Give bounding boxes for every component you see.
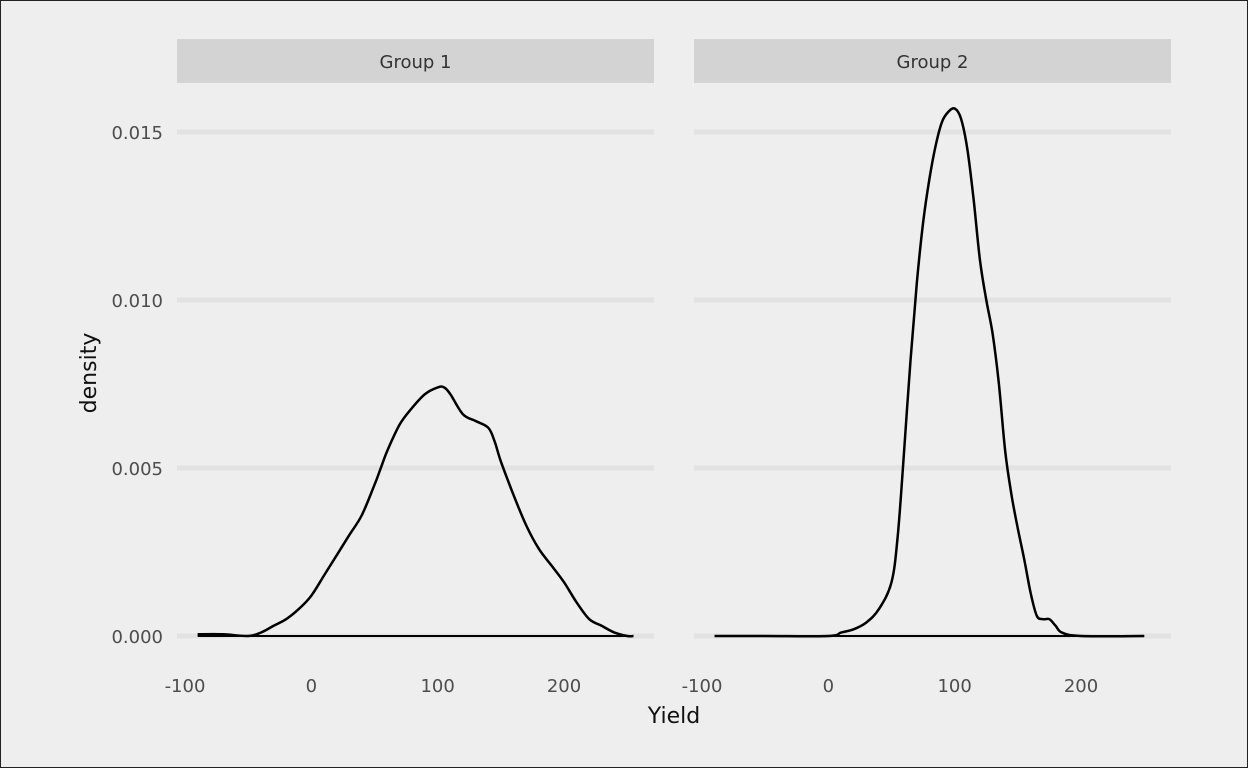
x-tick-label: 0 — [306, 676, 317, 697]
density-curve-series — [714, 106, 1145, 638]
panel-strip — [694, 39, 1171, 83]
x-tick-label: -100 — [165, 676, 206, 697]
x-tick-label: -100 — [682, 676, 723, 697]
x-tick-label: 0 — [823, 676, 834, 697]
density-curve-series — [197, 385, 634, 638]
y-tick-label: 0.010 — [111, 291, 163, 312]
panels-layer: Group 1 -100 0 100 200 Group 2 -100 0 100 200 0.00… — [111, 39, 1171, 697]
x-tick-label: 100 — [420, 676, 454, 697]
y-tick-label: 0.005 — [111, 459, 163, 480]
y-tick-label: 0.015 — [111, 123, 163, 144]
y-tick-label: 0.000 — [111, 627, 163, 648]
x-tick-label: 200 — [1064, 676, 1098, 697]
panel-strip-label: Group 2 — [897, 52, 969, 73]
panel-strip-label: Group 1 — [380, 52, 452, 73]
panel-1: Group 1 -100 0 100 200 — [165, 39, 654, 697]
panel-strip — [177, 39, 654, 83]
x-axis-title: Yield — [647, 704, 700, 729]
x-tick-label: 100 — [937, 676, 971, 697]
y-axis-title: density — [77, 333, 102, 414]
x-tick-label: 200 — [547, 676, 581, 697]
panel-2: Group 2 -100 0 100 200 — [682, 39, 1171, 697]
